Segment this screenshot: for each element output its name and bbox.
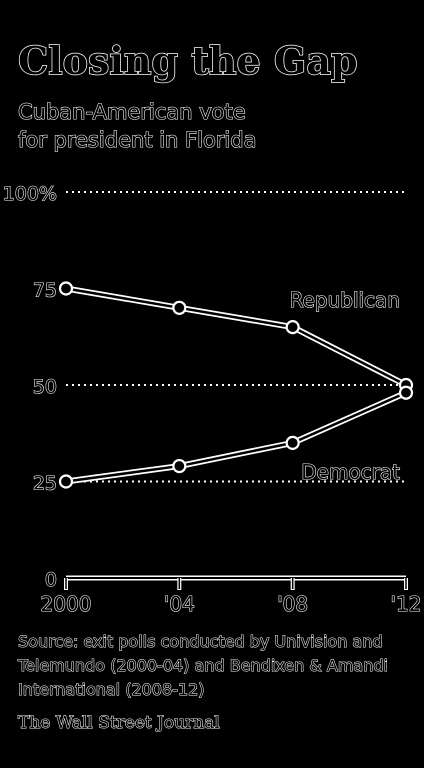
x-axis	[64, 575, 408, 590]
x-tick-label-2012: '12	[391, 592, 422, 616]
data-point-republican-2008	[285, 320, 300, 335]
x-tick-label-2000: 2000	[41, 592, 92, 616]
series-label-democrat: Democrat	[301, 460, 400, 484]
data-point-democrat-2008	[285, 435, 300, 450]
data-point-democrat-2012	[398, 385, 414, 400]
chart-subtitle: Cuban-American vote for president in Flo…	[17, 98, 318, 155]
series-lines	[58, 281, 414, 489]
tick-labels: 0 25 50 75 100% 2000 '04 '08 '12 Republican Democr…	[2, 182, 422, 616]
data-point-republican-2000	[58, 281, 74, 296]
y-tick-label-75: 75	[33, 280, 57, 302]
series-line-republican	[65, 287, 407, 387]
data-point-democrat-2000	[58, 474, 74, 489]
publication-credit: The Wall Street Journal	[18, 713, 221, 734]
series-line-democrat	[65, 391, 407, 483]
x-tick-label-2004: '04	[164, 592, 195, 616]
y-tick-label-100: 100%	[3, 183, 57, 205]
subtitle-line-2: for president in Florida	[17, 128, 257, 153]
data-point-republican-2004	[172, 300, 187, 315]
y-tick-label-25: 25	[33, 473, 57, 495]
data-point-democrat-2004	[172, 458, 187, 474]
subtitle-line-1: Cuban-American vote	[17, 99, 246, 124]
chart-title: Closing the Gap	[17, 38, 358, 83]
y-tick-label-0: 0	[45, 569, 57, 591]
source-note: Source: exit polls conducted by Univisio…	[18, 632, 389, 700]
x-tick-label-2008: '08	[277, 592, 308, 616]
y-tick-label-50: 50	[33, 376, 57, 398]
series-label-republican: Republican	[290, 288, 400, 312]
line-chart: 0 25 50 75 100% 2000 '04 '08 '12 Republican Democr…	[2, 182, 422, 616]
gridlines	[66, 191, 406, 483]
